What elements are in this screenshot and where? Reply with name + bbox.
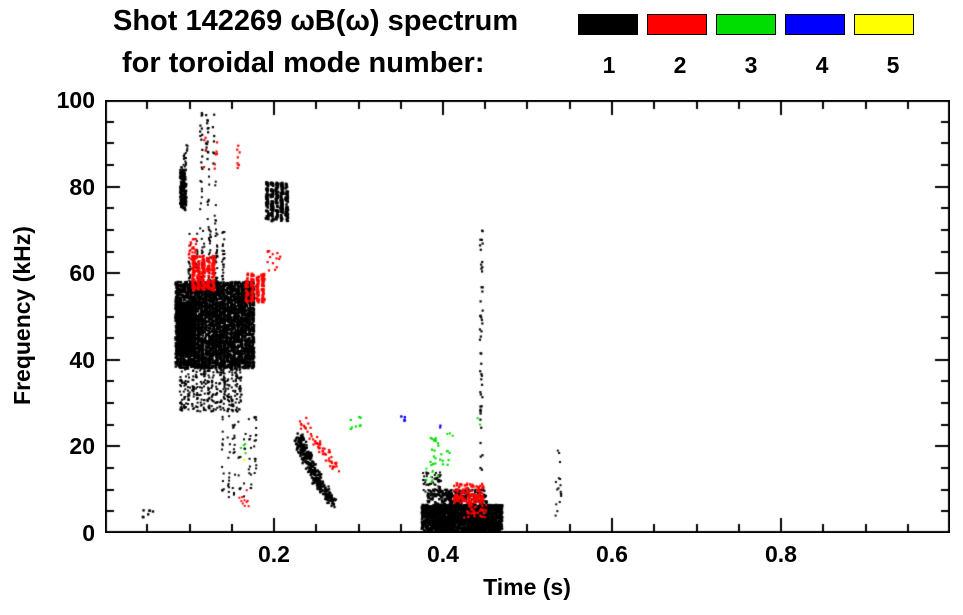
legend-swatch-3: [716, 14, 776, 35]
legend-labels: 1 2 3 4 5: [578, 52, 924, 79]
legend-swatch-1: [578, 14, 638, 35]
x-axis-title: Time (s): [483, 574, 571, 600]
x-tick-label-0.6: 0.6: [596, 541, 628, 567]
chart-subtitle: for toroidal mode number:: [122, 47, 485, 79]
legend: [578, 14, 914, 35]
y-tick-label-0: 0: [82, 520, 95, 546]
legend-swatch-2: [647, 14, 707, 35]
legend-number-5: 5: [886, 52, 900, 78]
y-tick-label-100: 100: [56, 87, 95, 113]
y-tick-label-20: 20: [69, 433, 95, 460]
x-tick-label-0.8: 0.8: [765, 541, 797, 567]
x-tick-label-0.4: 0.4: [427, 541, 459, 567]
plot-area: [105, 100, 950, 533]
chart-title: Shot 142269 ωB(ω) spectrum: [113, 5, 519, 37]
y-tick-label-40: 40: [69, 346, 95, 373]
legend-number-1: 1: [602, 52, 616, 78]
legend-number-4: 4: [815, 52, 829, 78]
x-tick-label-0.2: 0.2: [258, 541, 290, 567]
y-tick-label-80: 80: [69, 173, 95, 200]
legend-swatch-5: [854, 14, 914, 35]
legend-swatch-4: [785, 14, 845, 35]
legend-number-3: 3: [744, 52, 758, 78]
legend-number-2: 2: [673, 52, 687, 78]
y-tick-label-60: 60: [69, 260, 95, 287]
y-axis-title: Frequency (kHz): [9, 226, 35, 405]
